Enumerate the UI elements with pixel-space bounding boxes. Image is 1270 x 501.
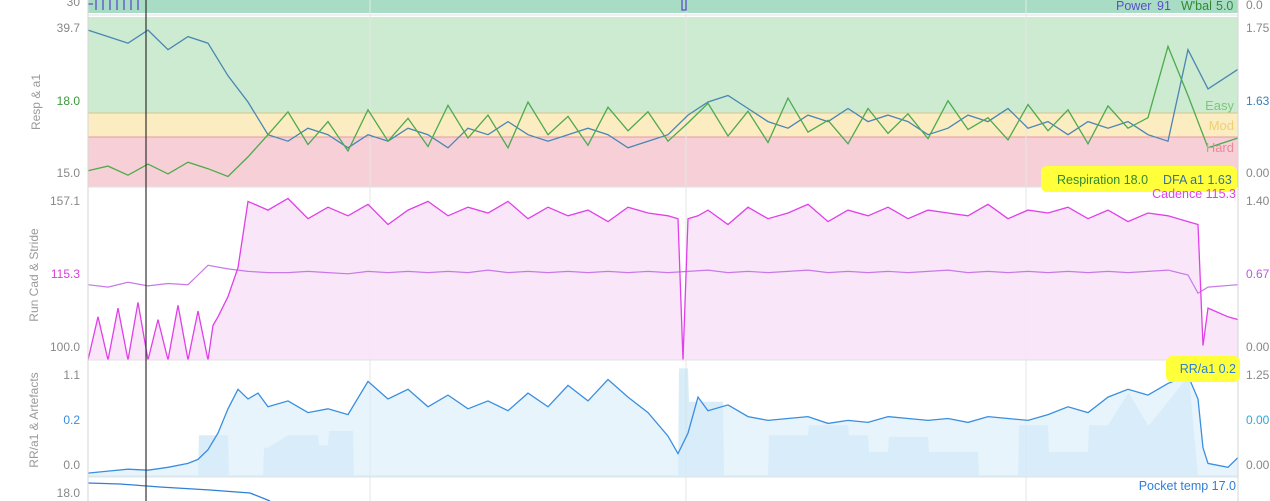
tick-label: 18.0	[57, 486, 81, 500]
tick-label: 15.0	[57, 166, 81, 180]
tick-label-highlight: 0.00	[1246, 413, 1270, 427]
cadence-series	[87, 197, 1239, 361]
zone-label-hard: Hard	[1206, 140, 1234, 155]
legend-wbal-name: W'bal	[1181, 0, 1212, 13]
right-ticks: 0.0 1.75 1.63 0.00 1.40 0.67 0.00 1.25 0…	[1246, 0, 1270, 472]
tick-label: 157.1	[50, 194, 80, 208]
rr-axis-title: RR/a1 & Artefacts	[27, 372, 41, 467]
resp-legend-highlight	[1041, 166, 1237, 192]
legend-wbal-value: 5.0	[1216, 0, 1233, 13]
rr-a1-area	[88, 375, 1238, 477]
resp-zones	[88, 17, 1238, 187]
power-panel-bg	[88, 0, 1238, 13]
legend-power-name: Power	[1116, 0, 1151, 13]
tick-label: 0.00	[1246, 166, 1270, 180]
tick-label: 0.00	[1246, 340, 1270, 354]
legend-dfa-a1: DFA a1 1.63	[1163, 173, 1232, 187]
rr-series	[87, 368, 1239, 477]
tick-label: 1.75	[1246, 21, 1270, 35]
power-series	[88, 0, 687, 11]
power-legend: Power 91 W'bal 5.0	[1116, 0, 1233, 13]
tick-label: 1.1	[63, 368, 80, 382]
tick-label: 1.25	[1246, 368, 1270, 382]
tick-label: 39.7	[57, 21, 81, 35]
tick-label: 1.40	[1246, 194, 1270, 208]
pocket-temp-line	[87, 482, 271, 501]
rr-a1-line	[87, 374, 1239, 474]
tick-label-highlight: 0.67	[1246, 267, 1270, 281]
zone-easy	[88, 17, 1238, 113]
legend-pocket-temp: Pocket temp 17.0	[1139, 479, 1236, 493]
legend-rr-a1: RR/a1 0.2	[1180, 362, 1236, 376]
tick-label: 0.0	[63, 458, 80, 472]
zone-label-moderate: Mod	[1209, 118, 1234, 133]
cadence-area	[88, 198, 1238, 360]
tick-label-highlight: 0.2	[63, 413, 80, 427]
dfa-a1-line	[87, 29, 1239, 149]
tick-label-highlight: 1.63	[1246, 94, 1270, 108]
tick-label-highlight: 18.0	[57, 94, 81, 108]
cadence-axis-title: Run Cad & Stride	[27, 228, 41, 322]
temp-series	[87, 482, 271, 501]
tick-label: 0.00	[1246, 458, 1270, 472]
legend-respiration: Respiration 18.0	[1057, 173, 1148, 187]
left-ticks: 30 39.7 18.0 15.0 157.1 115.3 100.0 1.1 …	[50, 0, 80, 500]
resp-series	[87, 29, 1239, 178]
resp-axis-title: Resp & a1	[29, 74, 43, 130]
tick-label: 0.0	[1246, 0, 1263, 12]
rr-legend-highlight	[1166, 356, 1240, 382]
tick-label-highlight: 115.3	[51, 267, 80, 281]
stride-line	[87, 264, 1239, 295]
legend-power-value: 91	[1157, 0, 1171, 13]
tick-label: 30	[67, 0, 81, 9]
tick-label: 100.0	[50, 340, 80, 354]
respiration-line	[87, 44, 1239, 178]
power-line	[88, 0, 687, 11]
legend-cadence: Cadence 115.3	[1152, 187, 1236, 201]
zone-label-easy: Easy	[1205, 98, 1234, 113]
